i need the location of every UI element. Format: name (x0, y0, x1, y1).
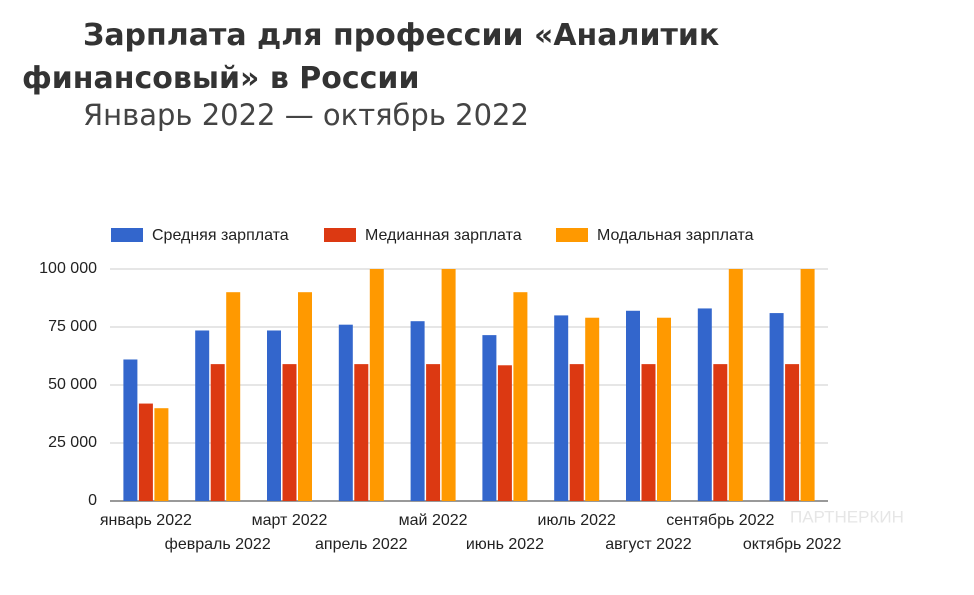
chart-title: Зарплата для профессии «Аналитик финансо… (22, 18, 720, 96)
bar (298, 292, 312, 501)
bar (697, 308, 712, 501)
bar (554, 315, 569, 501)
x-tick-label: январь 2022 (100, 512, 192, 529)
bar (728, 269, 743, 501)
chart-subtitle: Январь 2022 — октябрь 2022 (83, 98, 529, 132)
bar (785, 364, 800, 501)
bar (426, 364, 441, 501)
x-tick-label: июнь 2022 (466, 536, 544, 553)
bar (569, 364, 584, 501)
bar (369, 269, 384, 501)
legend-swatch (324, 228, 356, 242)
bar (482, 335, 497, 501)
bar (154, 408, 169, 501)
legend-label: Медианная зарплата (365, 227, 522, 244)
bar (513, 292, 528, 501)
x-tick-label: февраль 2022 (165, 536, 271, 553)
y-tick-label: 50 000 (48, 376, 97, 393)
bar (713, 364, 728, 501)
legend-swatch (556, 228, 588, 242)
bar (410, 321, 425, 501)
bar (195, 330, 210, 501)
bar (354, 364, 369, 501)
legend-swatch (111, 228, 143, 242)
legend-label: Средняя зарплата (152, 227, 289, 244)
bar (626, 310, 640, 501)
bar (267, 330, 281, 501)
bar (138, 403, 153, 501)
y-tick-label: 0 (88, 492, 97, 509)
x-tick-label: июль 2022 (538, 512, 616, 529)
bar (441, 269, 456, 501)
x-tick-label: сентябрь 2022 (666, 512, 774, 529)
bar (769, 313, 784, 501)
bar (226, 292, 241, 501)
bar (282, 364, 297, 501)
y-tick-label: 75 000 (48, 318, 97, 335)
bar (657, 317, 671, 501)
x-tick-label: август 2022 (605, 536, 692, 553)
legend-label: Модальная зарплата (597, 227, 754, 244)
bar (123, 359, 138, 501)
y-tick-label: 100 000 (39, 260, 97, 277)
x-tick-label: март 2022 (252, 512, 328, 529)
bar (585, 317, 600, 501)
x-tick-label: май 2022 (399, 512, 468, 529)
watermark: ПАРТНЕРКИН (790, 507, 904, 526)
bar (641, 364, 656, 501)
x-tick-label: апрель 2022 (315, 536, 408, 553)
bar (210, 364, 225, 501)
bar (338, 324, 353, 501)
bar (800, 269, 815, 501)
bar (497, 365, 512, 501)
x-tick-label: октябрь 2022 (743, 536, 842, 553)
y-tick-label: 25 000 (48, 434, 97, 451)
